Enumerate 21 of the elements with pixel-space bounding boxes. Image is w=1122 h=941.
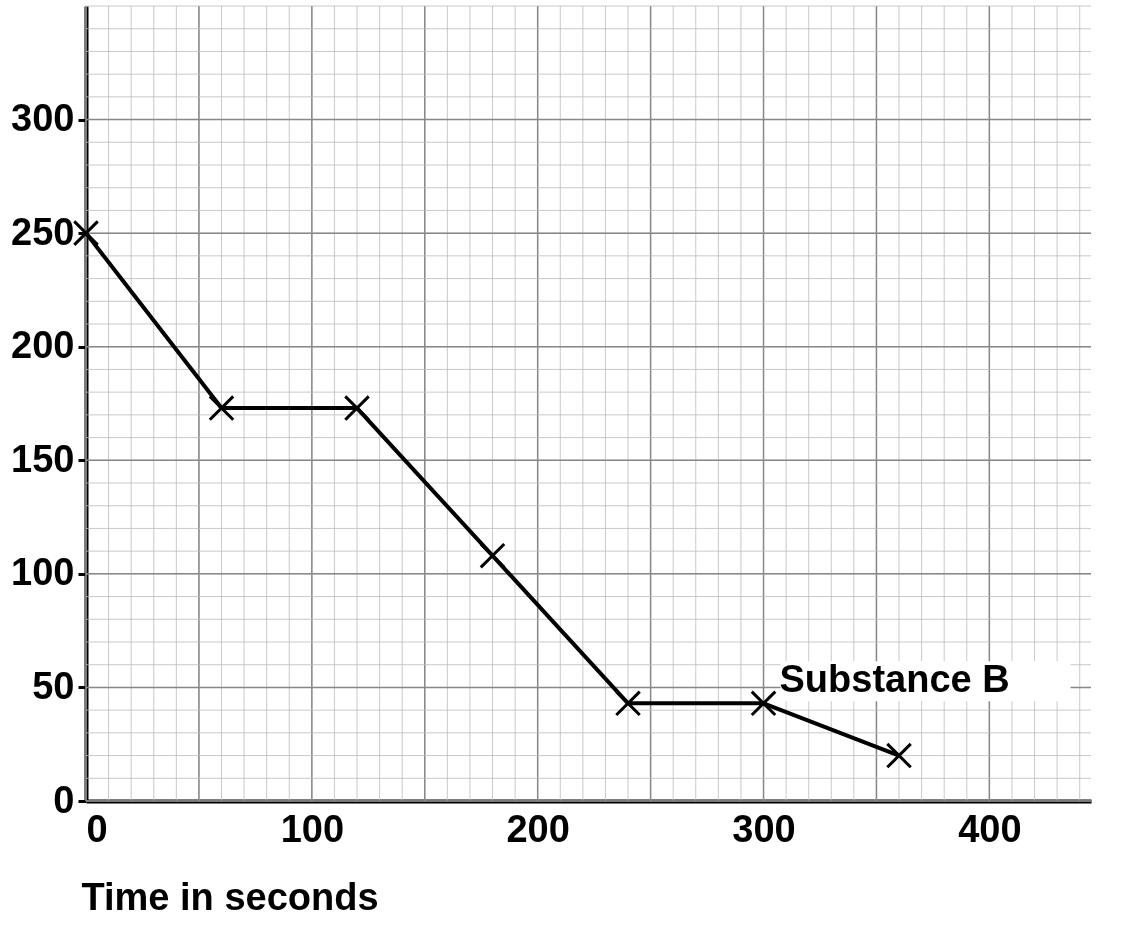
x-tick-label: 100 xyxy=(280,807,345,850)
point xyxy=(72,219,100,247)
point xyxy=(343,394,371,422)
point xyxy=(750,690,777,717)
x-tick-label: 300 xyxy=(732,807,796,850)
y-tick-label: 200 xyxy=(11,324,75,367)
y-tick-label: 100 xyxy=(11,551,75,594)
x-tick-label: 200 xyxy=(506,807,570,850)
x-tick-label: 400 xyxy=(958,807,1022,850)
y-tick-label: 50 xyxy=(32,664,75,707)
point xyxy=(479,542,506,569)
point xyxy=(208,394,235,422)
x-axis-title: Time in seconds xyxy=(81,875,379,918)
y-tick-label: 300 xyxy=(11,97,75,140)
y-tick-label: 250 xyxy=(11,210,75,253)
series-label: Substance B xyxy=(779,658,1010,701)
point xyxy=(885,742,913,769)
point xyxy=(614,690,642,717)
y-tick-label: 150 xyxy=(11,437,75,480)
x-tick-label: 0 xyxy=(86,807,108,850)
y-tick-label: 0 xyxy=(53,778,75,821)
